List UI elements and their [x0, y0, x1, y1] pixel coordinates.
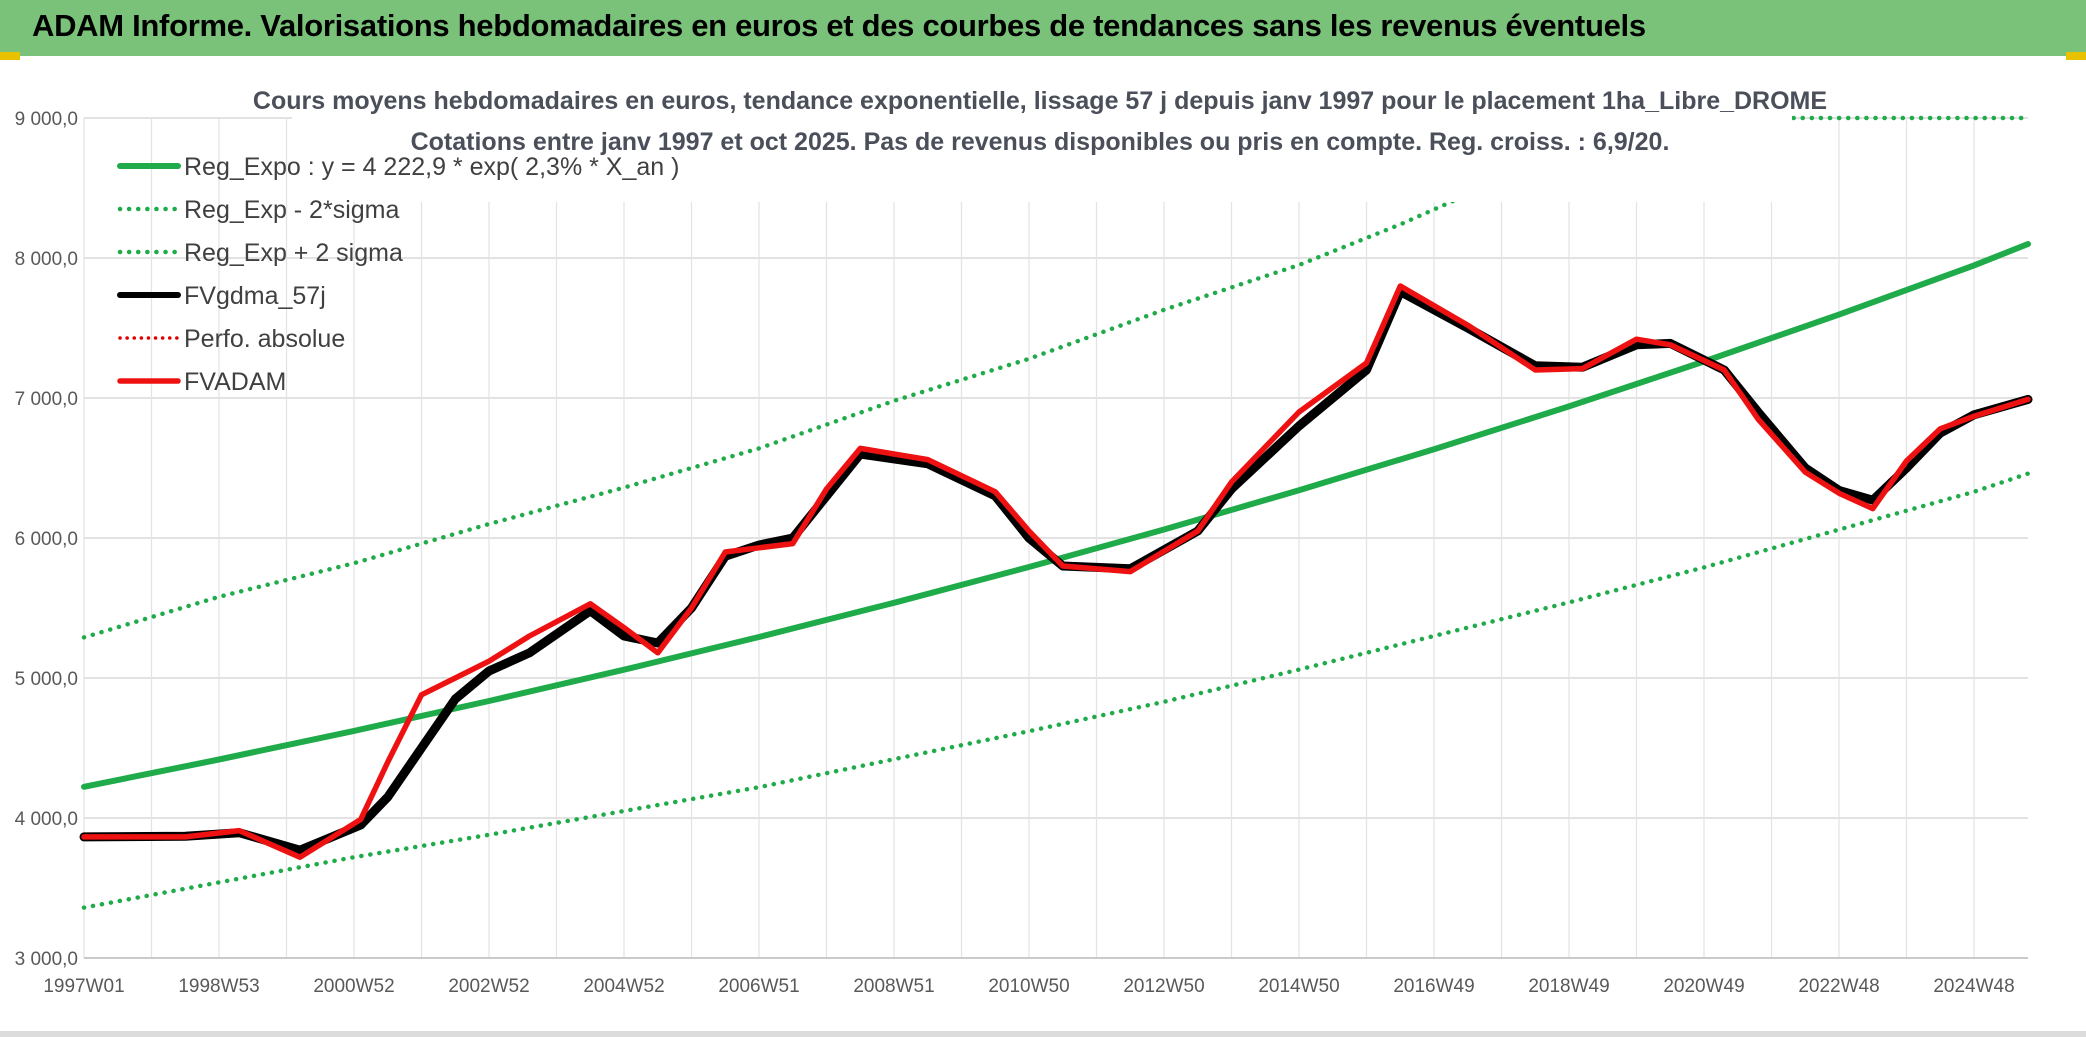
chart-subtitle: Cotations entre janv 1997 et oct 2025. P…	[411, 128, 1670, 156]
corner-marker-left	[0, 52, 20, 60]
legend-label-trend: Reg_Expo : y = 4 222,9 * exp( 2,3% * X_a…	[184, 153, 679, 181]
chart-title: Cours moyens hebdomadaires en euros, ten…	[253, 87, 1827, 115]
legend-label-sigma: Reg_Exp + 2 sigma	[184, 239, 403, 267]
x-tick-label: 2020W49	[1663, 976, 1744, 997]
series-layer	[79, 115, 2033, 910]
y-tick-label: 8 000,0	[15, 249, 78, 270]
report-banner: ADAM Informe. Valorisations hebdomadaire…	[0, 0, 2086, 56]
series-line-sigma	[81, 471, 2031, 910]
x-tick-label: 2022W48	[1798, 976, 1879, 997]
axis-layer: 3 000,0 4 000,0 5 000,0 6 000,0 7 000,0 8 000…	[15, 109, 2028, 997]
corner-marker-right	[2066, 52, 2086, 60]
legend-label-sigma: Reg_Exp - 2*sigma	[184, 196, 399, 224]
series-line-fvadam	[81, 283, 2031, 860]
x-tick-label: 2010W50	[988, 976, 1069, 997]
chart-legend: Reg_Expo : y = 4 222,9 * exp( 2,3% * X_a…	[117, 153, 679, 396]
legend-label-fvadam: FVADAM	[184, 368, 286, 396]
x-tick-label: 2024W48	[1933, 976, 2014, 997]
series-line-trend	[81, 241, 2031, 790]
y-tick-label: 4 000,0	[15, 809, 78, 830]
y-tick-label: 9 000,0	[15, 109, 78, 130]
y-tick-label: 7 000,0	[15, 389, 78, 410]
x-tick-label: 2000W52	[313, 976, 394, 997]
report-title: ADAM Informe. Valorisations hebdomadaire…	[32, 8, 1646, 43]
x-tick-label: 2012W50	[1123, 976, 1204, 997]
x-tick-label: 2014W50	[1258, 976, 1339, 997]
x-tick-label: 2006W51	[718, 976, 799, 997]
grid-layer	[83, 117, 2028, 959]
x-tick-label: 2016W49	[1393, 976, 1474, 997]
legend-label-perfo: Perfo. absolue	[184, 325, 345, 353]
legend-label-fvgdma: FVgdma_57j	[184, 282, 326, 310]
x-tick-label: 2008W51	[853, 976, 934, 997]
valuation-line-chart: 3 000,0 4 000,0 5 000,0 6 000,0 7 000,0 8 000…	[15, 87, 2033, 997]
bottom-border	[0, 1031, 2086, 1037]
x-tick-label: 1997W01	[43, 976, 124, 997]
chart-title-background	[292, 94, 1792, 202]
y-tick-label: 5 000,0	[15, 669, 78, 690]
x-tick-label: 1998W53	[178, 976, 259, 997]
x-tick-label: 2018W49	[1528, 976, 1609, 997]
y-tick-label: 6 000,0	[15, 529, 78, 550]
y-tick-label: 3 000,0	[15, 949, 78, 970]
x-tick-label: 2004W52	[583, 976, 664, 997]
series-line-fvgdma	[79, 287, 2033, 855]
x-tick-label: 2002W52	[448, 976, 529, 997]
